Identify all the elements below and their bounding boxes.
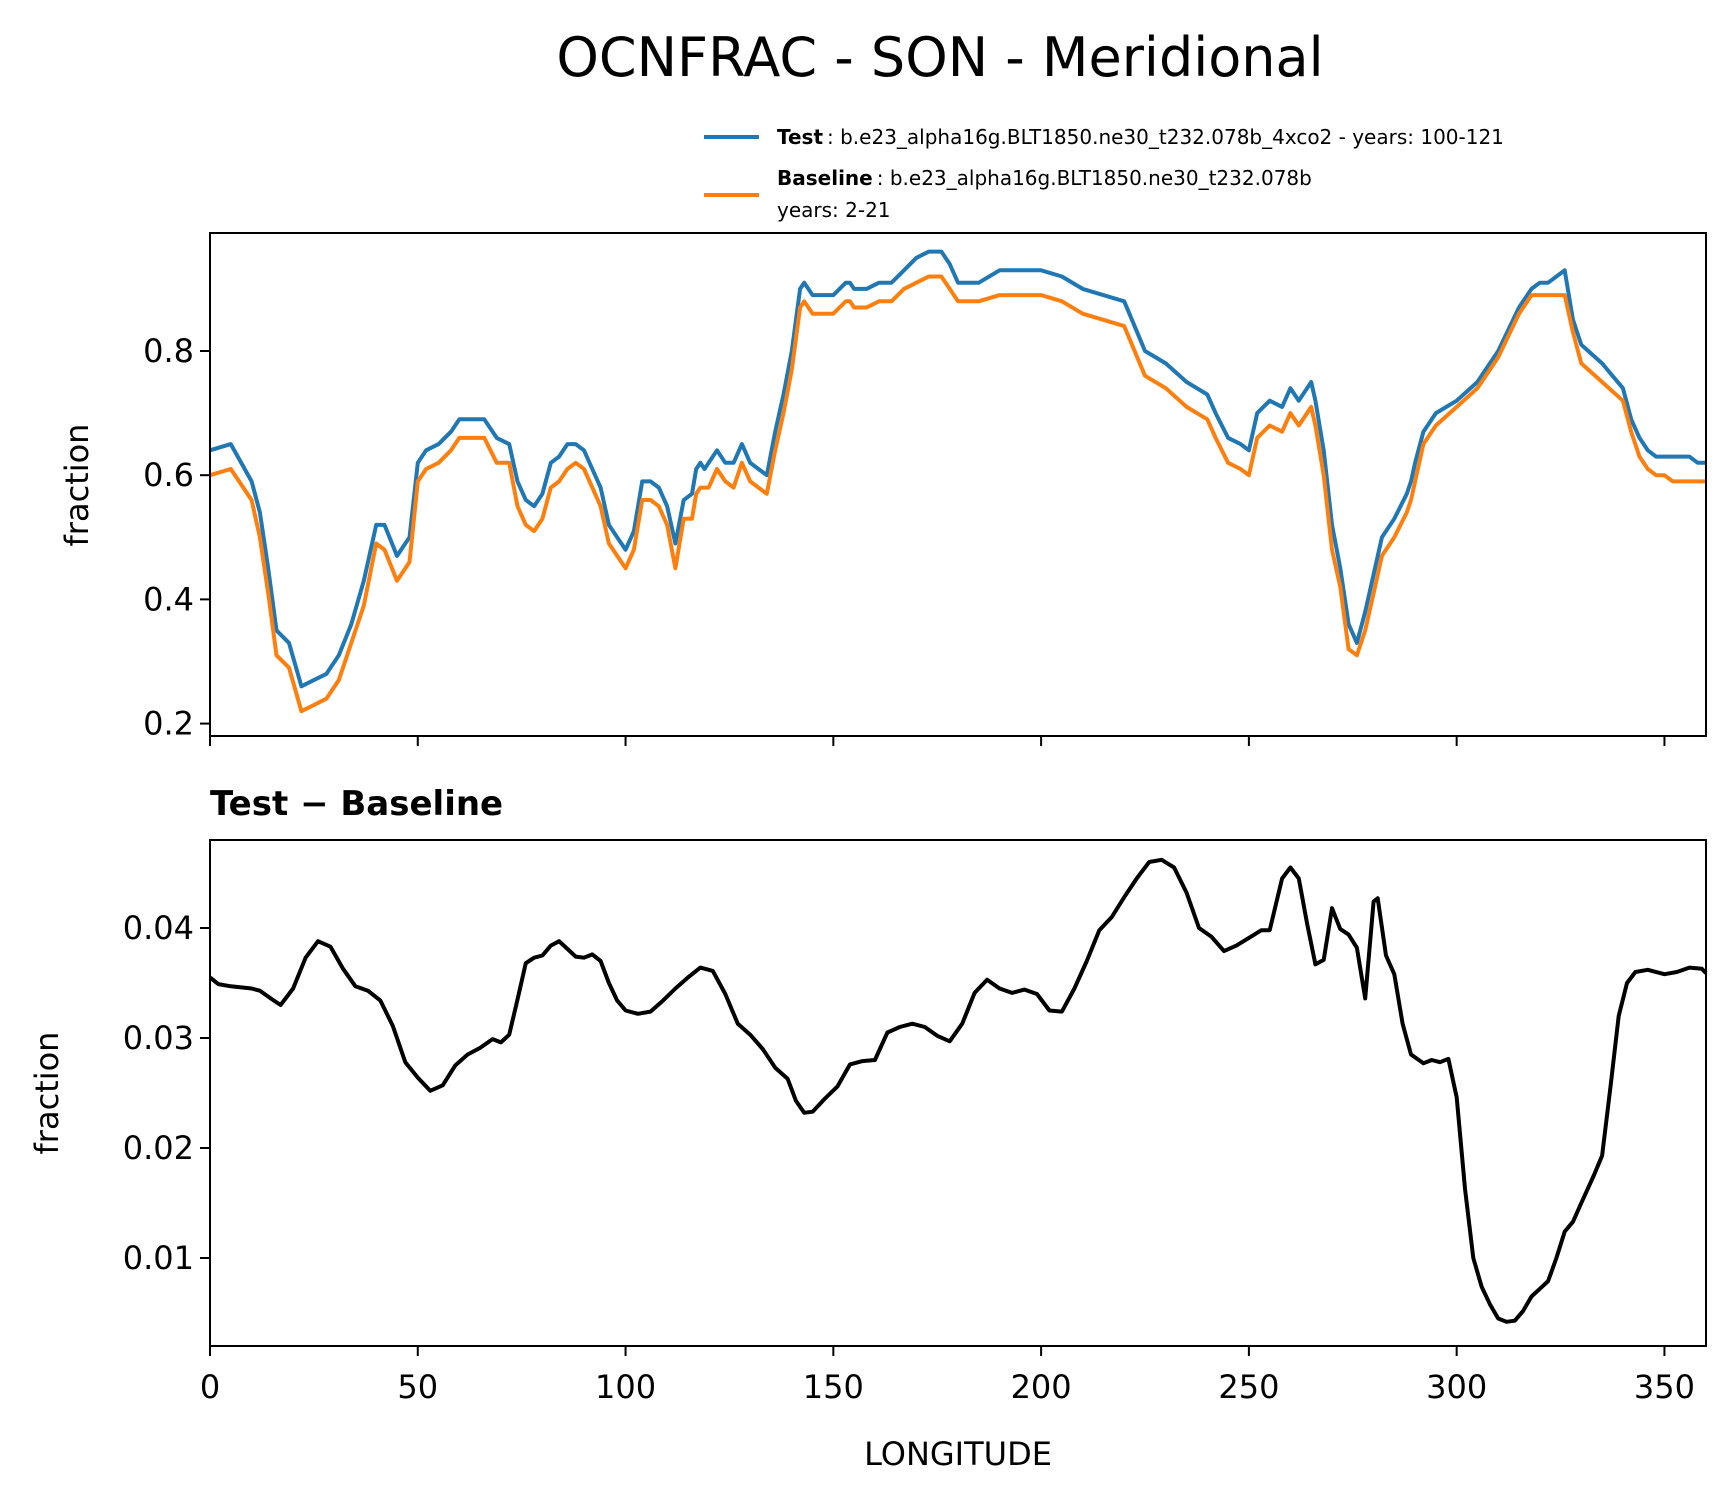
figure-title: OCNFRAC - SON - Meridional [556,26,1323,89]
bottom-lines-layer [208,857,1708,1324]
top-ylabel: fraction [58,424,96,547]
bottom-title: Test − Baseline [210,784,503,824]
top-ytick-label-0: 0.2 [143,705,194,743]
top-ytick-label-1: 0.4 [143,580,194,618]
bottom-xlabel: LONGITUDE [864,1435,1052,1473]
bottom-xtick-label-2: 100 [595,1368,656,1406]
legend-baseline-label: Baseline: b.e23_alpha16g.BLT1850.ne30_t2… [777,166,1312,190]
bottom-series-line-0 [208,857,1708,1324]
bottom-ytick-label-2: 0.03 [123,1019,194,1057]
legend-baseline-bold: Baseline [777,166,873,190]
bottom-ytick-label-3: 0.04 [123,909,194,947]
top-plot: 0.2 0.4 0.6 0.8 fraction [58,232,1707,746]
top-ytick-label-3: 0.8 [143,332,194,370]
top-ticks-layer: 0.2 0.4 0.6 0.8 [143,332,1666,746]
top-series-line-1 [209,274,1706,714]
legend-test-label: Test: b.e23_alpha16g.BLT1850.ne30_t232.0… [777,125,1504,149]
legend-baseline-text: : b.e23_alpha16g.BLT1850.ne30_t232.078b [877,166,1312,190]
bottom-ytick-label-0: 0.01 [123,1239,194,1277]
bottom-xtick-label-5: 250 [1218,1368,1279,1406]
bottom-xtick-label-4: 200 [1011,1368,1072,1406]
legend-baseline-years: years: 2-21 [777,198,891,222]
bottom-xtick-label-3: 150 [803,1368,864,1406]
bottom-axes-frame [209,839,1707,1347]
bottom-xtick-label-7: 350 [1634,1368,1695,1406]
bottom-plot: Test − Baseline 0.01 0.02 0.03 0.04 0 50 100 15… [28,784,1708,1473]
bottom-xtick-label-1: 50 [397,1368,438,1406]
legend-test-bold: Test [777,125,823,149]
legend-test-text: : b.e23_alpha16g.BLT1850.ne30_t232.078b_… [827,125,1504,149]
bottom-xtick-label-6: 300 [1426,1368,1487,1406]
top-axes-frame [209,232,1707,737]
bottom-ticks-layer: 0.01 0.02 0.03 0.04 0 50 100 150 200 250 300 350 [123,909,1695,1406]
bottom-xtick-label-0: 0 [200,1368,220,1406]
top-series-line-0 [209,249,1706,689]
legend: Test: b.e23_alpha16g.BLT1850.ne30_t232.0… [704,125,1504,222]
bottom-ytick-label-1: 0.02 [123,1129,194,1167]
bottom-ylabel: fraction [28,1032,66,1155]
top-ytick-label-2: 0.6 [143,456,194,494]
top-lines-layer [209,249,1706,714]
